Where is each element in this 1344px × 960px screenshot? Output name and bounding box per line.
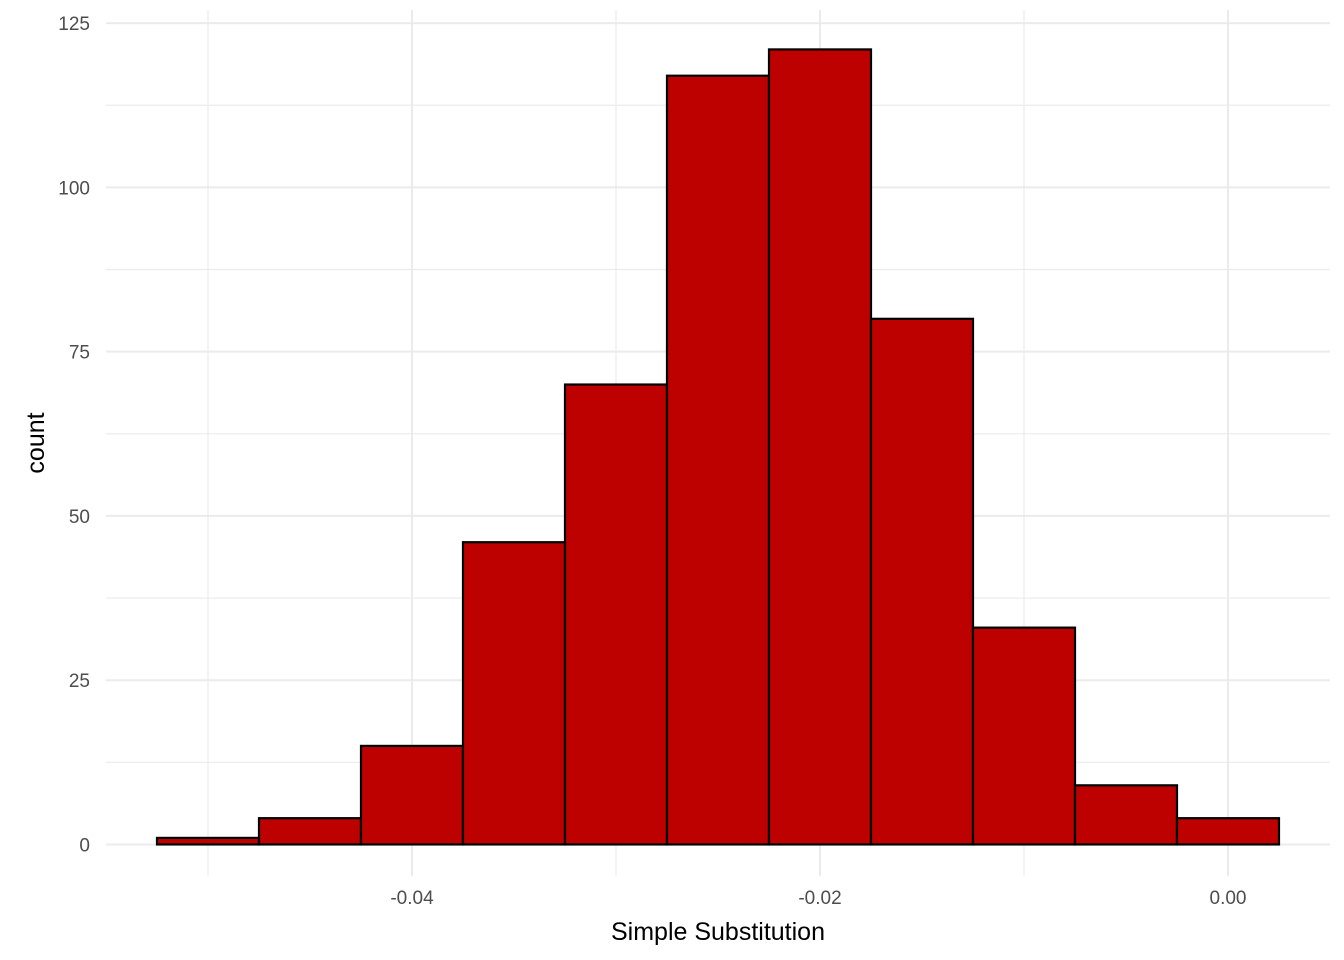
histogram-bar [971, 626, 1077, 846]
histogram-bar [869, 317, 975, 846]
y-tick-label: 50 [69, 507, 90, 528]
histogram-bar [155, 836, 261, 846]
tick-layer: 0 25 50 75 100 125 -0.04 -0.02 0.00 [58, 14, 1246, 909]
histogram-bar [1073, 784, 1179, 846]
histogram-bar [1175, 817, 1281, 846]
y-tick-label: 0 [79, 835, 90, 856]
bar-layer [155, 48, 1281, 846]
y-tick-label: 25 [69, 671, 90, 692]
x-tick-label: -0.04 [390, 888, 434, 909]
histogram-bar [767, 48, 873, 846]
histogram-bar [359, 744, 465, 846]
histogram-bar [461, 541, 567, 846]
y-tick-label: 100 [58, 178, 90, 199]
x-tick-label: 0.00 [1210, 888, 1247, 909]
x-axis-title: Simple Substitution [611, 918, 825, 946]
histogram-bar [563, 383, 669, 846]
y-axis-title: count [22, 412, 50, 473]
histogram-bar [257, 817, 363, 846]
x-tick-label: -0.02 [798, 888, 841, 909]
y-tick-label: 75 [69, 343, 90, 364]
y-tick-label: 125 [58, 14, 90, 35]
histogram-bar [665, 74, 771, 846]
